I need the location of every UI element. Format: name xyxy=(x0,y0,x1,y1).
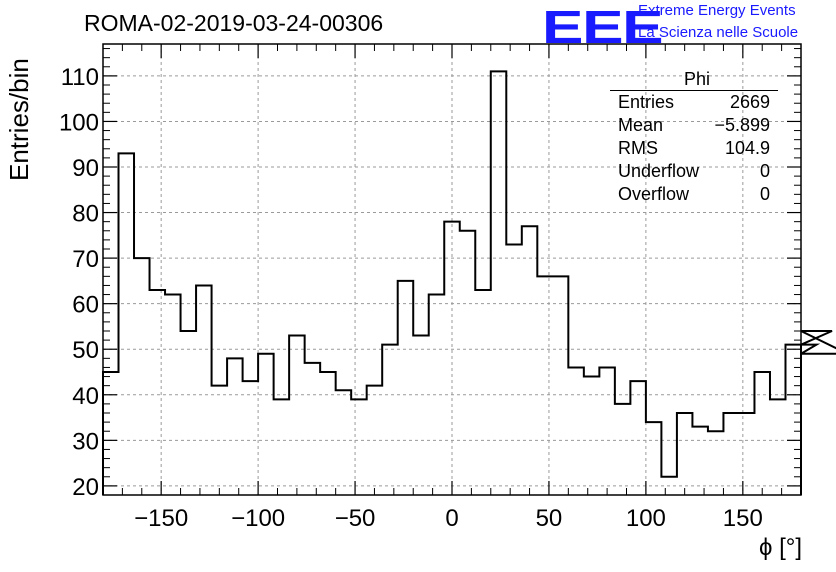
y-axis-label: Entries/bin xyxy=(4,58,34,181)
stats-box: Phi Entries 2669 Mean −5.899 RMS 104.9 U… xyxy=(610,68,778,206)
plot-frame xyxy=(102,43,802,496)
stats-value: 2669 xyxy=(729,92,770,112)
y-tick-label: 40 xyxy=(72,383,99,410)
x-tick-label: 100 xyxy=(626,505,666,532)
logo-line-2: La Scienza nelle Scuole xyxy=(638,24,799,41)
y-tick-label: 90 xyxy=(72,155,99,182)
y-tick-label: 70 xyxy=(72,246,99,273)
chart-title: ROMA-02-2019-03-24-00306 xyxy=(84,10,384,36)
x-tick-label: 50 xyxy=(536,505,563,532)
stats-value: −5.899 xyxy=(714,115,770,135)
stats-row-rms: RMS 104.9 xyxy=(610,137,778,160)
stats-label: Underflow xyxy=(618,161,700,181)
logo-line-1: Extreme Energy Events xyxy=(638,2,796,19)
y-tick-label: 30 xyxy=(72,428,99,455)
x-tick-label: −100 xyxy=(231,505,285,532)
stats-row-entries: Entries 2669 xyxy=(610,91,778,114)
y-tick-label: 80 xyxy=(72,201,99,228)
stats-row-overflow: Overflow 0 xyxy=(610,183,778,206)
stats-box-divider xyxy=(610,90,778,91)
stats-row-underflow: Underflow 0 xyxy=(610,160,778,183)
x-tick-label: 0 xyxy=(445,505,458,532)
axis-ticks xyxy=(103,44,801,495)
x-axis-label: ϕ [°] xyxy=(758,534,802,561)
histogram-step-line xyxy=(102,70,836,495)
y-tick-label: 100 xyxy=(59,109,99,136)
eee-logo: EEE xyxy=(542,1,664,53)
tick-labels: −150 −100 −50 0 50 100 150 20 30 40 50 60 70 80 90 100 1… xyxy=(59,64,763,532)
stats-value: 104.9 xyxy=(724,138,770,158)
stats-label: Overflow xyxy=(618,184,690,204)
y-tick-label: 60 xyxy=(72,292,99,319)
stats-box-title: Phi xyxy=(683,69,710,89)
stats-row-mean: Mean −5.899 xyxy=(610,114,778,137)
y-tick-label: 20 xyxy=(72,474,99,501)
y-tick-label: 110 xyxy=(61,64,99,91)
stats-value: 0 xyxy=(759,161,770,181)
x-tick-label: −150 xyxy=(134,505,188,532)
stats-label: Mean xyxy=(618,115,664,135)
stats-label: RMS xyxy=(618,138,658,158)
grid-lines xyxy=(103,44,801,495)
y-tick-label: 50 xyxy=(72,337,99,364)
stats-label: Entries xyxy=(618,92,675,112)
stats-value: 0 xyxy=(759,184,770,204)
x-tick-label: −50 xyxy=(335,505,376,532)
x-tick-label: 150 xyxy=(723,505,763,532)
